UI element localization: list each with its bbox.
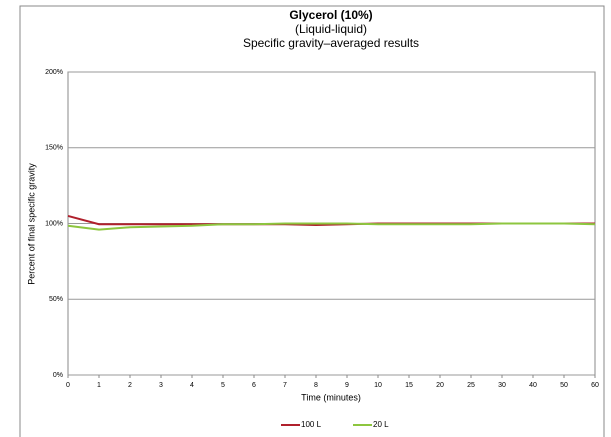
x-tick-label: 4 <box>190 382 194 389</box>
y-axis-label: Percent of final specific gravity <box>26 163 36 285</box>
y-tick-label: 50% <box>49 296 63 303</box>
x-tick-label: 50 <box>560 382 568 389</box>
chart-subtitle: Specific gravity–averaged results <box>243 36 419 50</box>
y-tick-label: 150% <box>45 145 63 152</box>
x-tick-label: 2 <box>128 382 132 389</box>
legend-label: 100 L <box>301 420 322 429</box>
x-tick-label: 20 <box>436 382 444 389</box>
x-tick-label: 3 <box>159 382 163 389</box>
x-tick-label: 9 <box>345 382 349 389</box>
chart-subtitle: (Liquid-liquid) <box>295 22 367 36</box>
y-tick-label: 100% <box>45 220 63 227</box>
x-tick-label: 8 <box>314 382 318 389</box>
y-tick-label: 0% <box>53 372 63 379</box>
x-tick-label: 6 <box>252 382 256 389</box>
legend-label: 20 L <box>373 420 389 429</box>
y-tick-label: 200% <box>45 69 63 76</box>
x-tick-label: 30 <box>498 382 506 389</box>
x-tick-label: 0 <box>66 382 70 389</box>
chart-frame <box>19 5 605 437</box>
x-tick-label: 15 <box>405 382 413 389</box>
x-tick-label: 10 <box>374 382 382 389</box>
chart-title: Glycerol (10%) <box>289 8 372 22</box>
series-line <box>67 222 596 231</box>
x-tick-label: 25 <box>467 382 475 389</box>
x-tick-label: 60 <box>591 382 599 389</box>
x-tick-label: 7 <box>283 382 287 389</box>
x-tick-label: 5 <box>221 382 225 389</box>
x-axis-label: Time (minutes) <box>301 392 361 402</box>
x-tick-label: 40 <box>529 382 537 389</box>
x-tick-label: 1 <box>97 382 101 389</box>
